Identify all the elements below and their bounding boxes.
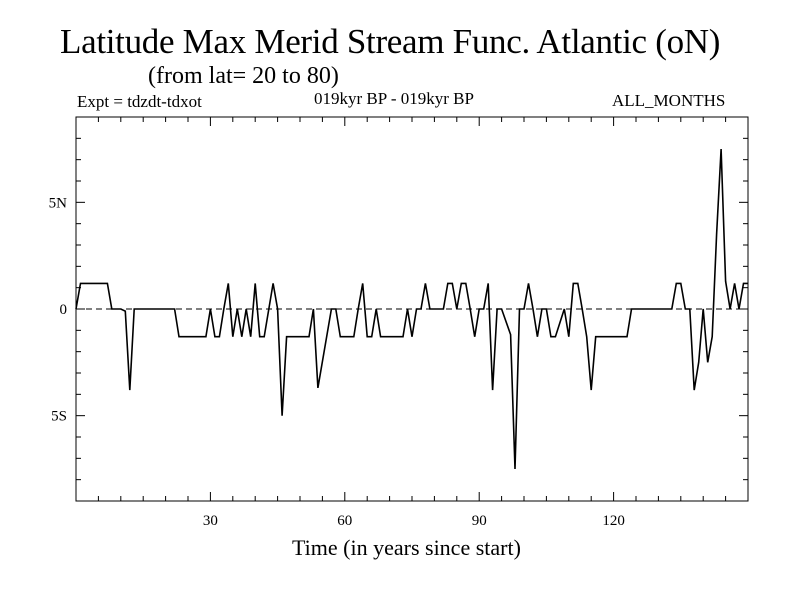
x-tick-label: 120 bbox=[602, 513, 625, 529]
x-tick-label: 60 bbox=[337, 513, 352, 529]
y-tick-label: 0 bbox=[60, 302, 68, 318]
series-line bbox=[75, 148, 748, 470]
x-tick-label: 30 bbox=[203, 513, 218, 529]
series-layer bbox=[75, 148, 748, 470]
period-label: 019kyr BP - 019kyr BP bbox=[314, 89, 474, 108]
x-tick-label: 90 bbox=[472, 513, 487, 529]
y-tick-label: 5N bbox=[49, 195, 68, 211]
chart-subtitle: (from lat= 20 to 80) bbox=[148, 63, 339, 89]
x-axis-label: Time (in years since start) bbox=[292, 535, 521, 560]
tick-labels: 30 60 90 120 5N 0 5S bbox=[49, 195, 625, 529]
experiment-label: Expt = tdzdt-tdxot bbox=[77, 92, 202, 111]
chart-title: Latitude Max Merid Stream Func. Atlantic… bbox=[60, 22, 721, 61]
months-label: ALL_MONTHS bbox=[612, 91, 726, 110]
y-tick-label: 5S bbox=[51, 409, 67, 425]
axis-ticks bbox=[76, 117, 748, 501]
